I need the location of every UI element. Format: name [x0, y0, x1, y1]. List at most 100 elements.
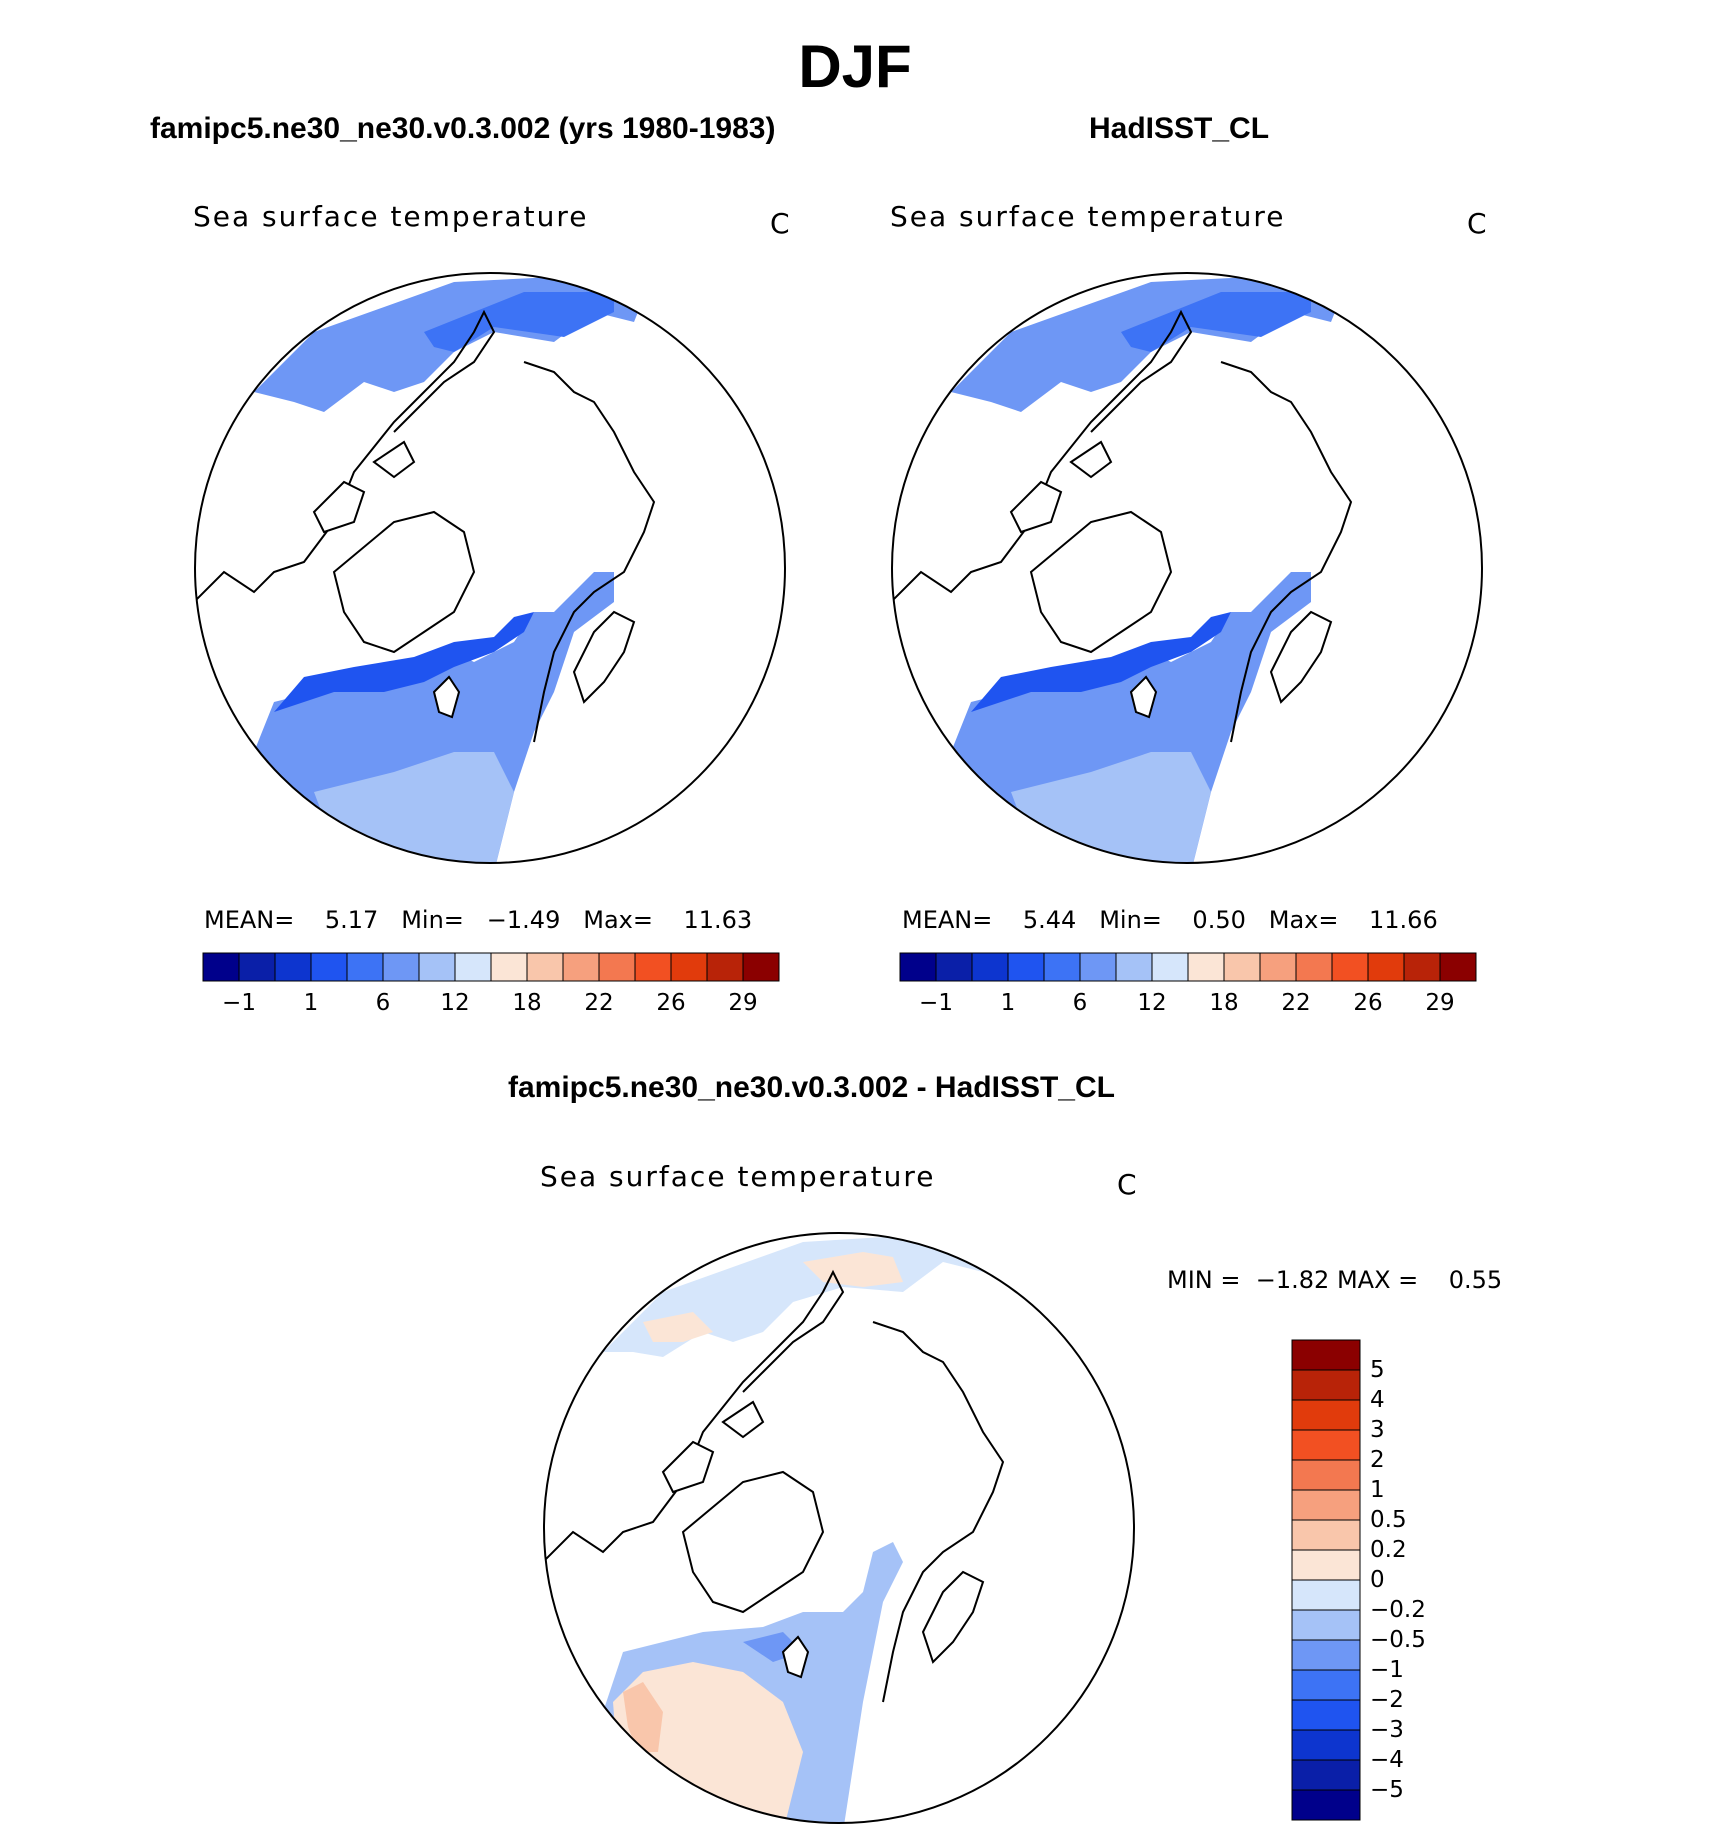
colorbar-swatch [1291, 1759, 1361, 1791]
colorbar-tick-label: −2 [1370, 1687, 1404, 1713]
colorbar-swatch [1007, 952, 1045, 982]
colorbar-swatch [935, 952, 973, 982]
panel2-units-label: C [1467, 207, 1487, 240]
colorbar-swatch [238, 952, 276, 982]
colorbar-tick-label: 26 [656, 990, 686, 1016]
colorbar-swatch [1151, 952, 1189, 982]
panel1-polar-map [194, 272, 786, 864]
panel2-title: HadISST_CL [1089, 112, 1270, 145]
panel1-variable-label: Sea surface temperature [193, 200, 589, 233]
colorbar-tick-label: −0.2 [1370, 1597, 1426, 1623]
colorbar-swatch [1291, 1639, 1361, 1671]
colorbar-swatch [1187, 952, 1225, 982]
colorbar-tick-label: 0.2 [1370, 1537, 1407, 1563]
colorbar-tick-label: −1 [919, 990, 953, 1016]
colorbar-tick-label: 0.5 [1370, 1507, 1407, 1533]
colorbar-swatch [1291, 1339, 1361, 1371]
colorbar-swatch [1295, 952, 1333, 982]
colorbar-swatch [454, 952, 492, 982]
colorbar-swatch [1439, 952, 1477, 982]
colorbar-tick-label: 29 [1425, 990, 1455, 1016]
panel1-arctic-land [195, 309, 496, 603]
panel3-stats: MIN = −1.82 MAX = 0.55 [1167, 1266, 1503, 1294]
colorbar-swatch [670, 952, 708, 982]
panel1-greenland [332, 510, 476, 654]
colorbar-swatch [1291, 1609, 1361, 1641]
colorbar-swatch [1291, 1729, 1361, 1761]
panel3-polar-map [543, 1232, 1135, 1824]
colorbar-swatch [346, 952, 384, 982]
panel1-scandinavia [572, 610, 636, 704]
colorbar-swatch [1259, 952, 1297, 982]
colorbar-tick-label: 5 [1370, 1357, 1385, 1383]
panel2-stats: MEAN= 5.44 Min= 0.50 Max= 11.66 [902, 906, 1438, 934]
colorbar-tick-label: 18 [512, 990, 542, 1016]
colorbar-swatch [1291, 1519, 1361, 1551]
colorbar-swatch [1291, 1789, 1361, 1821]
figure-title: DJF [798, 33, 912, 100]
colorbar-swatch [971, 952, 1009, 982]
panel2-colorbar [899, 952, 1477, 982]
colorbar-swatch [1291, 1699, 1361, 1731]
colorbar-swatch [1115, 952, 1153, 982]
colorbar-swatch [1291, 1399, 1361, 1431]
colorbar-tick-label: 3 [1370, 1417, 1385, 1443]
colorbar-tick-label: 29 [728, 990, 758, 1016]
colorbar-swatch [310, 952, 348, 982]
colorbar-swatch [1223, 952, 1261, 982]
colorbar-tick-label: −0.5 [1370, 1627, 1426, 1653]
panel3-title: famipc5.ne30_ne30.v0.3.002 - HadISST_CL [508, 1071, 1115, 1104]
colorbar-swatch [899, 952, 937, 982]
panel1-colorbar [202, 952, 780, 982]
colorbar-swatch [274, 952, 312, 982]
panel3-units-label: C [1117, 1168, 1137, 1201]
colorbar-tick-label: 4 [1370, 1387, 1385, 1413]
colorbar-swatch [526, 952, 564, 982]
colorbar-tick-label: 18 [1209, 990, 1239, 1016]
panel1-canada-islands [312, 440, 416, 534]
colorbar-tick-label: 6 [375, 990, 391, 1016]
panel1-britain [432, 675, 461, 719]
colorbar-swatch [706, 952, 744, 982]
colorbar-tick-label: 1 [303, 990, 319, 1016]
colorbar-tick-label: 12 [440, 990, 470, 1016]
colorbar-swatch [598, 952, 636, 982]
panel3-colorbar [1291, 1339, 1361, 1821]
colorbar-swatch [1079, 952, 1117, 982]
panel1-stats: MEAN= 5.17 Min= −1.49 Max= 11.63 [204, 906, 753, 934]
colorbar-tick-label: −3 [1370, 1717, 1404, 1743]
colorbar-tick-label: −5 [1370, 1777, 1404, 1803]
colorbar-swatch [1331, 952, 1369, 982]
colorbar-tick-label: 12 [1137, 990, 1167, 1016]
colorbar-swatch [1403, 952, 1441, 982]
colorbar-swatch [1291, 1369, 1361, 1401]
colorbar-tick-label: −4 [1370, 1747, 1404, 1773]
colorbar-tick-label: 1 [1000, 990, 1016, 1016]
colorbar-swatch [1291, 1489, 1361, 1521]
panel2-polar-map [891, 272, 1483, 864]
colorbar-tick-label: 22 [584, 990, 614, 1016]
colorbar-tick-label: 0 [1370, 1567, 1385, 1593]
colorbar-swatch [1367, 952, 1405, 982]
colorbar-tick-label: 2 [1370, 1447, 1385, 1473]
colorbar-tick-label: 6 [1072, 990, 1088, 1016]
panel1-atlantic-sst-cold [274, 612, 534, 712]
colorbar-swatch [202, 952, 240, 982]
colorbar-swatch [490, 952, 528, 982]
panel3-variable-label: Sea surface temperature [540, 1160, 936, 1193]
colorbar-tick-label: 26 [1353, 990, 1383, 1016]
panel1-units-label: C [770, 207, 790, 240]
colorbar-swatch [1291, 1669, 1361, 1701]
panel1-eurasia-coast [523, 361, 656, 743]
colorbar-swatch [1291, 1459, 1361, 1491]
colorbar-swatch [1291, 1549, 1361, 1581]
colorbar-tick-label: 1 [1370, 1477, 1385, 1503]
colorbar-swatch [1043, 952, 1081, 982]
colorbar-swatch [418, 952, 456, 982]
colorbar-swatch [382, 952, 420, 982]
colorbar-swatch [742, 952, 780, 982]
colorbar-swatch [1291, 1579, 1361, 1611]
colorbar-swatch [634, 952, 672, 982]
colorbar-swatch [562, 952, 600, 982]
colorbar-tick-label: −1 [1370, 1657, 1404, 1683]
